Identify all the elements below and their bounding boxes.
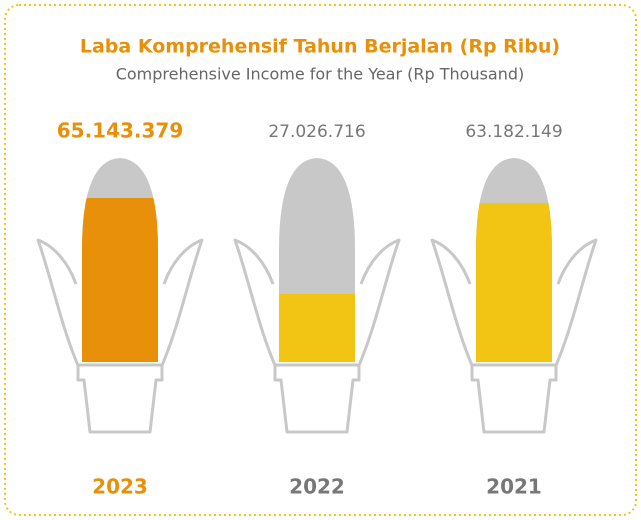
leaf [235,240,277,370]
pot [275,365,359,432]
pot [78,365,162,432]
chart: Laba Komprehensif Tahun Berjalan (Rp Rib… [0,0,641,520]
value-label: 63.182.149 [465,122,562,142]
leaf [432,240,474,370]
leaf [160,240,202,370]
chart-title: Laba Komprehensif Tahun Berjalan (Rp Rib… [80,36,560,58]
x-tick-label: 2023 [92,475,148,499]
chart-subtitle: Comprehensive Income for the Year (Rp Th… [116,65,525,84]
leaf [554,240,596,370]
pot [472,365,556,432]
x-tick-label: 2021 [486,475,542,499]
bar [80,198,160,362]
value-label: 65.143.379 [57,119,184,143]
leaf [357,240,399,370]
x-tick-label: 2022 [289,475,345,499]
leaf [38,240,80,370]
value-label: 27.026.716 [268,122,365,142]
bar [474,203,554,362]
bar [277,294,357,362]
